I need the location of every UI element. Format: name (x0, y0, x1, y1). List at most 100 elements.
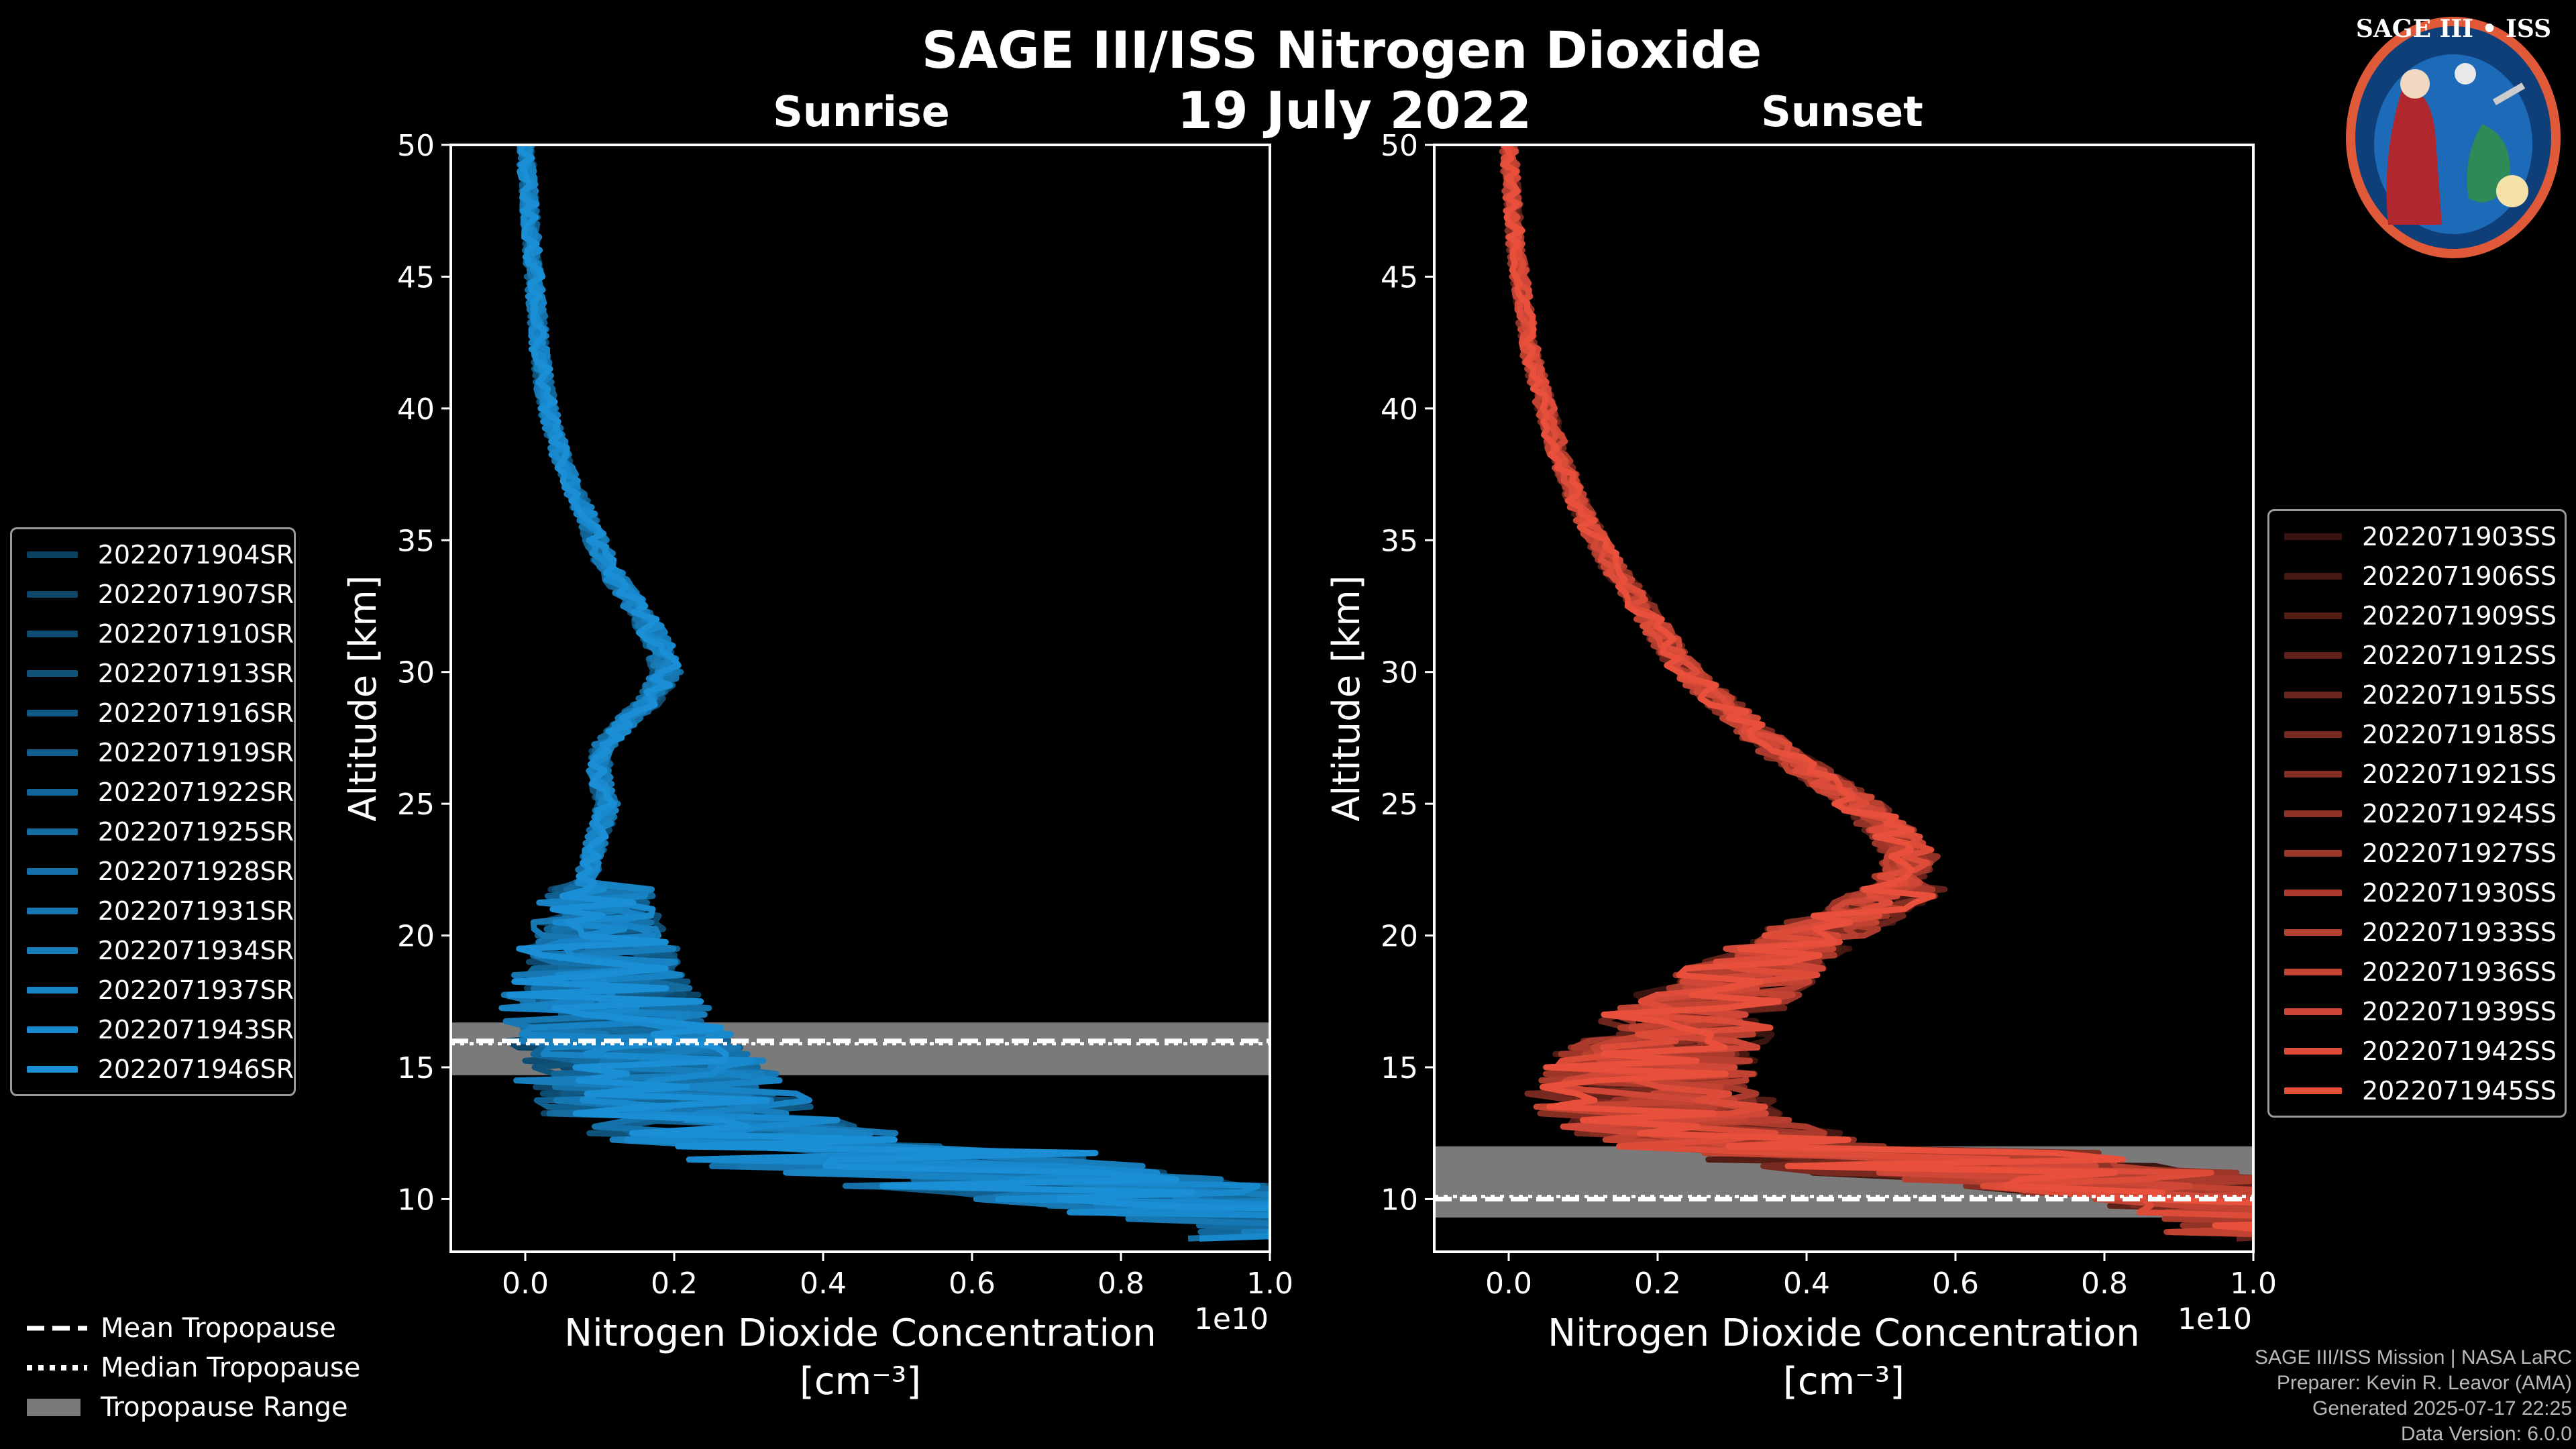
sunrise-ytick-label: 50 (397, 129, 435, 163)
legend-label: 2022071912SS (2362, 640, 2557, 670)
legend-label: 2022071931SR (97, 896, 294, 926)
sunrise-xlabel: Nitrogen Dioxide Concentration (564, 1311, 1157, 1355)
legend-item-2022071946SR: 2022071946SR (12, 1049, 294, 1089)
legend-label: 2022071919SR (97, 737, 294, 767)
sunset-x-scale-label: 1e10 (2178, 1302, 2252, 1336)
sunrise-xtick-label: 0.4 (800, 1267, 847, 1301)
legend-swatch (2284, 651, 2342, 659)
legend-label: 2022071942SS (2362, 1036, 2557, 1066)
sunset-xtick-label: 1.0 (2230, 1267, 2277, 1301)
sunset-chart: 10 15 20 25 30 35 40 45 50 0.0 0.2 0.4 0.6 0.8 1.01e10… (1325, 129, 2277, 1403)
legend-swatch (2284, 572, 2342, 580)
sunset-ytick-label: 10 (1381, 1183, 1418, 1217)
profile-line-2022071946SR (506, 145, 1270, 1212)
sunrise-xtick-label: 1.0 (1246, 1267, 1293, 1301)
legend-swatch (2284, 1047, 2342, 1055)
sunrise-ytick-label: 30 (397, 656, 435, 690)
sunrise-legend: 2022071904SR 2022071907SR 2022071910SR 2022… (10, 527, 296, 1096)
sage-mission-logo (2346, 17, 2561, 258)
legend-mean-tropopause: Mean Tropopause (20, 1308, 360, 1348)
footer-generated: Generated 2025-07-17 22:25 (2312, 1397, 2572, 1419)
legend-swatch (27, 709, 78, 716)
legend-item-2022071922SR: 2022071922SR (12, 772, 294, 812)
legend-label: 2022071903SS (2362, 521, 2557, 551)
legend-label: 2022071934SR (97, 935, 294, 965)
legend-item-2022071942SS: 2022071942SS (2269, 1031, 2565, 1071)
legend-swatch (2284, 810, 2342, 817)
legend-swatch (27, 749, 78, 756)
sunset-xtick-label: 0.0 (1485, 1267, 1532, 1301)
sunset-ytick-label: 40 (1381, 392, 1418, 427)
sunrise-ytick-label: 40 (397, 392, 435, 427)
legend-label: 2022071918SS (2362, 719, 2557, 749)
legend-swatch (27, 1065, 78, 1073)
legend-item-2022071904SR: 2022071904SR (12, 535, 294, 574)
legend-label: 2022071915SS (2362, 680, 2557, 710)
sunset-ylabel: Altitude [km] (1325, 575, 1368, 821)
legend-swatch (27, 1026, 78, 1033)
sunrise-x-scale-label: 1e10 (1194, 1302, 1269, 1336)
logo-text: SAGE III • ISS (2355, 15, 2552, 43)
sunrise-ytick-label: 45 (397, 260, 435, 294)
legend-label: 2022071945SS (2362, 1075, 2557, 1106)
legend-median-tropopause: Median Tropopause (20, 1348, 360, 1387)
legend-label: 2022071933SS (2362, 917, 2557, 947)
legend-swatch (2284, 770, 2342, 777)
legend-swatch (2284, 849, 2342, 857)
legend-item-2022071936SS: 2022071936SS (2269, 952, 2565, 991)
sunset-panel-title: Sunset (1761, 87, 1923, 136)
legend-item-2022071913SR: 2022071913SR (12, 653, 294, 693)
sunrise-xtick-label: 0.6 (949, 1267, 996, 1301)
dotted-line-icon (27, 1364, 87, 1371)
legend-swatch (2284, 928, 2342, 936)
sunrise-ytick-label: 15 (397, 1051, 435, 1085)
legend-label: 2022071913SR (97, 658, 294, 688)
legend-swatch (2284, 1087, 2342, 1094)
legend-item-2022071931SR: 2022071931SR (12, 891, 294, 930)
legend-swatch (27, 590, 78, 598)
sunrise-xtick-label: 0.8 (1097, 1267, 1144, 1301)
legend-item-2022071907SR: 2022071907SR (12, 574, 294, 614)
legend-item-2022071916SR: 2022071916SR (12, 693, 294, 733)
sunset-ytick-label: 25 (1381, 788, 1418, 822)
legend-tropopause-range: Tropopause Range (20, 1387, 360, 1427)
legend-item-2022071925SR: 2022071925SR (12, 812, 294, 851)
legend-item-2022071903SS: 2022071903SS (2269, 517, 2565, 556)
legend-item-2022071937SR: 2022071937SR (12, 970, 294, 1010)
legend-item-2022071910SR: 2022071910SR (12, 614, 294, 653)
legend-swatch (27, 986, 78, 994)
sunset-ytick-label: 15 (1381, 1051, 1418, 1085)
legend-label: 2022071907SR (97, 579, 294, 609)
footer-mission: SAGE III/ISS Mission | NASA LaRC (2255, 1346, 2572, 1368)
legend-swatch (2284, 1008, 2342, 1015)
legend-swatch (2284, 731, 2342, 738)
legend-item-2022071927SS: 2022071927SS (2269, 833, 2565, 873)
legend-label: 2022071927SS (2362, 838, 2557, 868)
legend-label: 2022071943SR (97, 1014, 294, 1044)
sunrise-plot-frame (449, 144, 1271, 1253)
legend-item-2022071918SS: 2022071918SS (2269, 714, 2565, 754)
legend-item-2022071945SS: 2022071945SS (2269, 1071, 2565, 1110)
sunset-xtick-label: 0.6 (1932, 1267, 1979, 1301)
legend-item-2022071924SS: 2022071924SS (2269, 794, 2565, 833)
legend-mean-label: Mean Tropopause (101, 1312, 336, 1344)
sunset-xlabel-units: [cm⁻³] (1783, 1360, 1904, 1403)
sunrise-xlabel-units: [cm⁻³] (800, 1360, 921, 1403)
sunset-xtick-label: 0.8 (2081, 1267, 2128, 1301)
legend-label: 2022071936SS (2362, 957, 2557, 987)
legend-label: 2022071910SR (97, 619, 294, 649)
legend-label: 2022071928SR (97, 856, 294, 886)
footer-preparer: Preparer: Kevin R. Leavor (AMA) (2276, 1372, 2572, 1394)
sunrise-panel-title: Sunrise (773, 87, 950, 136)
legend-item-2022071928SR: 2022071928SR (12, 851, 294, 891)
sunset-plot-frame (1433, 144, 2255, 1253)
legend-item-2022071943SR: 2022071943SR (12, 1010, 294, 1049)
legend-item-2022071912SS: 2022071912SS (2269, 635, 2565, 675)
sunset-ytick-label: 30 (1381, 656, 1418, 690)
sunrise-ytick-label: 10 (397, 1183, 435, 1217)
main-title: SAGE III/ISS Nitrogen Dioxide (921, 20, 1762, 80)
sunset-ytick-label: 20 (1381, 920, 1418, 954)
legend-item-2022071921SS: 2022071921SS (2269, 754, 2565, 794)
sunset-ytick-label: 35 (1381, 524, 1418, 558)
legend-item-2022071909SS: 2022071909SS (2269, 596, 2565, 635)
